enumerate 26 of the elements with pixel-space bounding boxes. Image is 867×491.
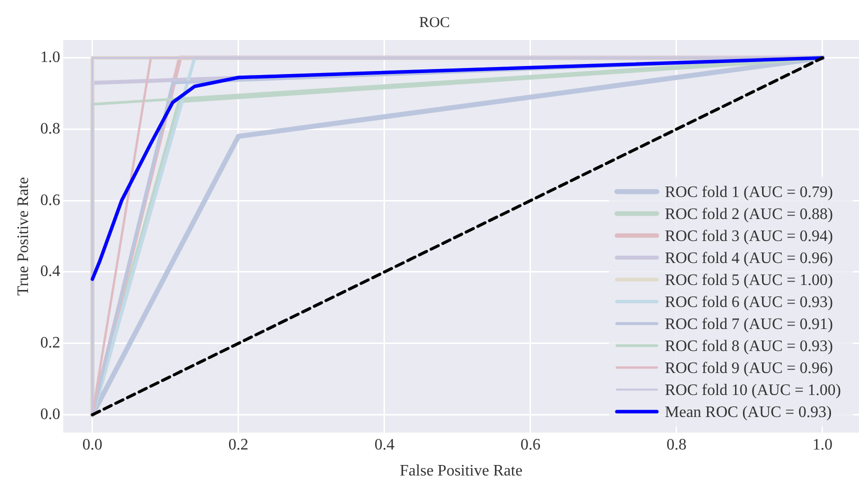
- legend-label: ROC fold 10 (AUC = 1.00): [664, 382, 842, 399]
- x-axis-title: False Positive Rate: [400, 462, 522, 480]
- x-tick-label: 0.2: [228, 436, 248, 454]
- x-tick-label: 0.0: [82, 436, 102, 454]
- legend-label: ROC fold 5 (AUC = 1.00): [664, 272, 834, 289]
- y-tick-label: 1.0: [40, 49, 60, 66]
- y-tick-label: 0.2: [40, 334, 60, 352]
- x-tick-label: 1.0: [812, 436, 832, 454]
- y-tick-label: 0.0: [40, 406, 60, 423]
- x-tick-label: 0.4: [374, 436, 394, 454]
- y-tick-label: 0.8: [40, 120, 60, 138]
- y-axis-title: True Positive Rate: [14, 177, 32, 296]
- legend-label: ROC fold 3 (AUC = 0.94): [664, 228, 834, 245]
- y-tick-label: 0.6: [40, 192, 60, 209]
- legend-label: ROC fold 1 (AUC = 0.79): [664, 184, 834, 201]
- x-tick-label: 0.6: [520, 436, 540, 454]
- legend-label: ROC fold 2 (AUC = 0.88): [664, 206, 834, 223]
- legend-label: ROC fold 8 (AUC = 0.93): [664, 338, 834, 355]
- legend-label: ROC fold 7 (AUC = 0.91): [664, 316, 834, 333]
- legend-label: ROC fold 6 (AUC = 0.93): [664, 294, 834, 311]
- legend-label: ROC fold 4 (AUC = 0.96): [664, 250, 834, 267]
- x-tick-label: 0.8: [666, 436, 686, 454]
- legend-label: ROC fold 9 (AUC = 0.96): [664, 360, 834, 377]
- y-tick-label: 0.4: [40, 263, 60, 280]
- legend-label: Mean ROC (AUC = 0.93): [664, 404, 832, 421]
- chart-title: ROC: [419, 14, 450, 31]
